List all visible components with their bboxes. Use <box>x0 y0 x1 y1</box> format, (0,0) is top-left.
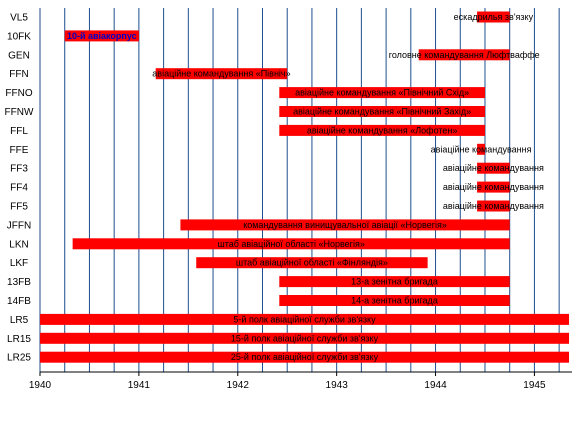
row-code-labels: VL5 10FK GEN FFN FFNO FFNW FFL FFE FF3 FF4 FF5 JFFN… <box>5 13 34 364</box>
timeline-bar <box>279 276 510 288</box>
bar-label: головне командування Люфтваффе <box>389 50 540 60</box>
bar-label: 14-а зенітна бригада <box>351 296 438 306</box>
timeline-bar <box>279 87 485 99</box>
x-tick-label: 1944 <box>424 380 447 391</box>
bar-label: штаб авіаційної області «Фінляндія» <box>236 258 388 268</box>
row-code-label: 14FB <box>7 296 31 307</box>
timeline-bar <box>196 257 428 269</box>
timeline-bar <box>477 11 510 23</box>
row-code-label: FFE <box>10 145 29 156</box>
x-tick-label: 1941 <box>128 380 151 391</box>
bar-label: ескадрилья зв'язку <box>454 12 534 22</box>
row-code-label: FF4 <box>10 183 28 194</box>
x-tick-label: 1942 <box>227 380 250 391</box>
timeline-bar <box>477 143 485 155</box>
bar-label: авіаційне командування <box>431 144 532 154</box>
bar-label: авіаційне командування <box>443 201 544 211</box>
timeline-bar <box>477 200 510 212</box>
bar-label: 5-й полк авіаційної служби зв'язку <box>233 314 376 324</box>
row-code-label: FFN <box>9 69 28 80</box>
x-tick-label: 1943 <box>326 380 349 391</box>
bar-label: авіаційне командування «Північ» <box>152 69 290 79</box>
x-tick-label: 1940 <box>29 380 52 391</box>
bar-labels: ескадрилья зв'язку 10-й авіакорпус головне… <box>67 12 544 362</box>
timeline-bar <box>279 124 485 136</box>
row-code-label: FFNO <box>5 88 32 99</box>
timeline-bar <box>64 30 139 42</box>
bar-label: авіаційне командування «Північний Схід» <box>295 88 469 98</box>
bar-label: 25-й полк авіаційної служби зв'язку <box>231 352 379 362</box>
bar-label: авіаційне командування <box>443 182 544 192</box>
row-code-label: FF3 <box>10 164 28 175</box>
row-code-label: LR15 <box>7 334 31 345</box>
timeline-bar <box>418 49 510 61</box>
timeline-bar <box>279 295 510 306</box>
bar-label: авіаційне командування «Лофотен» <box>307 125 458 135</box>
bar-label: авіаційне командування <box>443 163 544 173</box>
row-code-label: GEN <box>8 50 30 61</box>
timeline-bar <box>155 68 288 80</box>
x-tick-label: 1945 <box>523 380 546 391</box>
timeline-bars <box>40 11 570 363</box>
x-axis: 1940 1941 1942 1943 1944 1945 <box>29 371 572 391</box>
timeline-bar <box>40 313 570 325</box>
timeline-bar <box>477 181 510 193</box>
timeline-bar <box>477 162 510 174</box>
row-code-label: LKN <box>9 239 28 250</box>
bar-label: 13-а зенітна бригада <box>351 277 438 287</box>
bar-label: штаб авіаційної області «Норвегія» <box>217 239 364 249</box>
row-code-label: VL5 <box>10 13 28 24</box>
bar-label: командування винищувальної авіації «Норв… <box>243 220 447 230</box>
row-code-label: JFFN <box>7 220 31 231</box>
bar-label: 15-й полк авіаційної служби зв'язку <box>231 333 379 343</box>
row-code-label: LKF <box>10 258 28 269</box>
row-code-label: FFNW <box>5 107 34 118</box>
row-code-label: FF5 <box>10 202 28 213</box>
timeline-bar <box>279 106 485 117</box>
row-code-label: LR25 <box>7 353 31 364</box>
row-code-label: 13FB <box>7 277 31 288</box>
row-code-label: LR5 <box>10 315 29 326</box>
bar-label: 10-й авіакорпус <box>67 31 137 41</box>
timeline-bar <box>40 332 570 344</box>
row-code-label: 10FK <box>7 31 31 42</box>
timeline-bar <box>180 219 510 231</box>
timeline-bar <box>72 238 510 250</box>
row-code-label: FFL <box>10 126 28 137</box>
timeline-bar <box>40 351 570 363</box>
bar-label: авіаційне командування «Північний Захід» <box>293 107 471 117</box>
